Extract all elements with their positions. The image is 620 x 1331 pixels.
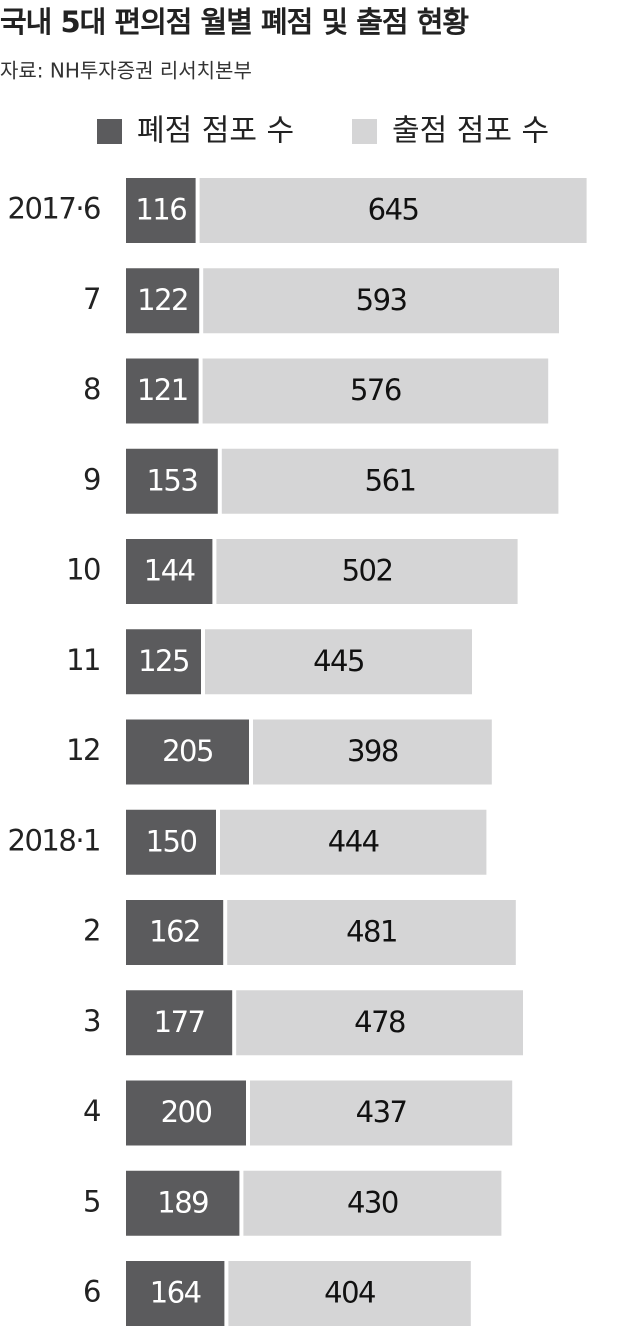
- value-label: 121: [137, 373, 188, 407]
- value-label: 645: [368, 193, 419, 227]
- chart-title: 국내 5대 편의점 월별 폐점 및 출점 현황: [0, 5, 469, 39]
- legend: 폐점 점포 수 출점 점포 수: [97, 114, 549, 149]
- value-label: 164: [150, 1276, 201, 1310]
- y-tick-label: 3: [83, 1004, 100, 1038]
- value-label: 150: [146, 824, 197, 858]
- legend-swatch: [97, 119, 122, 144]
- bar-segment: [253, 719, 492, 785]
- value-label: 404: [324, 1276, 375, 1310]
- y-tick-label: 11: [66, 643, 100, 677]
- value-label: 200: [161, 1095, 212, 1129]
- bar-segment: [199, 178, 587, 243]
- legend-swatch: [352, 119, 377, 144]
- value-label: 398: [347, 734, 398, 768]
- value-label: 122: [137, 283, 188, 317]
- bar-segment: [126, 809, 216, 875]
- value-label: 116: [135, 193, 186, 227]
- bar-segment: [228, 1261, 471, 1326]
- bar-segment: [126, 358, 199, 424]
- bar-segment: [221, 448, 559, 514]
- value-label: 177: [154, 1005, 205, 1039]
- value-label: 144: [144, 554, 195, 588]
- value-label: 502: [342, 554, 393, 588]
- value-label: 162: [149, 915, 200, 949]
- y-tick-label: 2017·6: [8, 192, 101, 226]
- bar-segment: [236, 990, 523, 1056]
- y-tick-label: 12: [66, 733, 100, 767]
- y-tick-label: 6: [83, 1275, 100, 1309]
- y-tick-label: 7: [83, 282, 100, 316]
- bar-segment: [216, 539, 518, 604]
- y-tick-label: 2: [83, 914, 100, 948]
- bar-segment: [126, 719, 249, 785]
- bar-segment: [227, 900, 516, 965]
- value-label: 189: [157, 1185, 208, 1219]
- bar-segment: [220, 809, 487, 875]
- bar-segment: [126, 990, 233, 1056]
- bar-segment: [126, 1080, 246, 1146]
- bar-segment: [203, 268, 559, 334]
- value-label: 593: [356, 283, 407, 317]
- bar-segment: [202, 358, 549, 424]
- value-label: 445: [313, 644, 364, 678]
- legend-label: 폐점 점포 수: [137, 114, 294, 149]
- y-tick-label: 9: [83, 462, 100, 496]
- value-label: 437: [356, 1095, 407, 1129]
- value-label: 576: [350, 373, 401, 407]
- value-label: 125: [138, 644, 189, 678]
- bar-segment: [126, 900, 224, 965]
- bar-segment: [243, 1170, 502, 1236]
- y-tick-label: 8: [83, 372, 100, 406]
- bar-segment: [126, 539, 213, 604]
- value-label: 430: [347, 1185, 398, 1219]
- bar-segment: [126, 1170, 240, 1236]
- legend-label: 출점 점포 수: [392, 114, 549, 149]
- value-label: 205: [162, 734, 213, 768]
- bar-segment: [205, 629, 472, 695]
- y-tick-label: 10: [66, 553, 100, 587]
- bar-segment: [250, 1080, 513, 1146]
- bar-segment: [126, 268, 200, 334]
- bar-segment: [126, 448, 218, 514]
- bar-segment: [126, 629, 201, 695]
- bar-segment: [126, 178, 196, 243]
- value-label: 444: [328, 824, 379, 858]
- bar-segment: [126, 1261, 225, 1326]
- value-label: 481: [346, 915, 397, 949]
- y-tick-label: 5: [83, 1184, 100, 1218]
- y-tick-label: 4: [83, 1094, 100, 1128]
- y-tick-label: 2018·1: [8, 823, 100, 857]
- value-label: 153: [146, 463, 197, 497]
- value-label: 478: [354, 1005, 405, 1039]
- value-label: 561: [365, 463, 416, 497]
- chart-subtitle: 자료: NH투자증권 리서치본부: [0, 59, 252, 83]
